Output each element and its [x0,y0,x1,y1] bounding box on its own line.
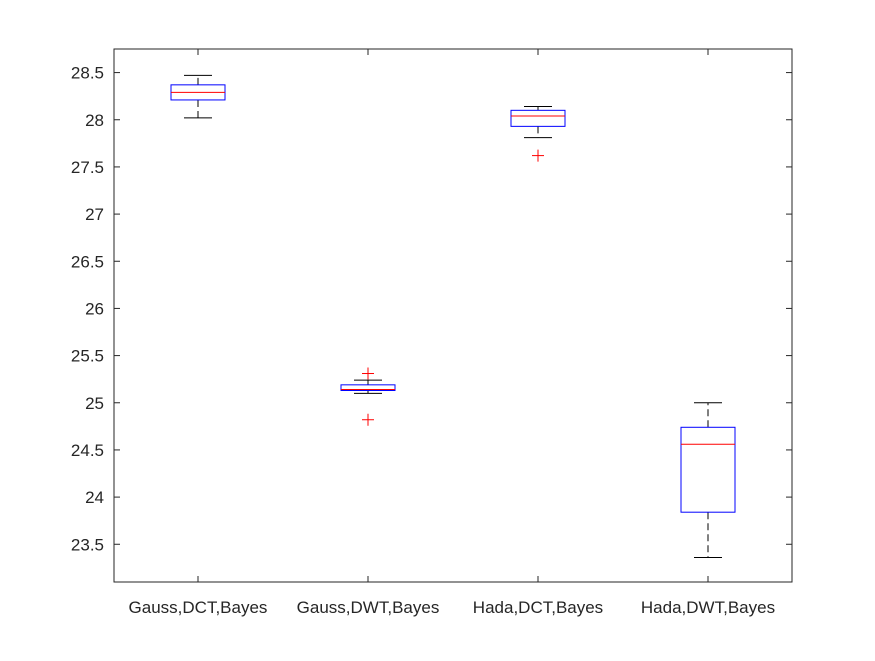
box-group [170,74,226,119]
plot-area [114,49,792,582]
boxes-layer [170,74,736,558]
outlier-marker [362,367,374,380]
axes-frame [113,48,793,583]
x-tick-label: Hada,DCT,Bayes [473,598,603,617]
y-tick-label: 24.5 [71,441,104,460]
x-tick-label: Hada,DWT,Bayes [641,598,775,617]
y-tick-label: 23.5 [71,535,104,554]
y-tick-label: 28 [85,111,104,130]
y-tick-label: 28.5 [71,64,104,83]
x-axis: Gauss,DCT,Bayes Gauss,DWT,Bayes Hada,DCT,B… [129,49,775,617]
y-axis: 23.5 24 24.5 25 25.5 26 26.5 27 27.5 28 28.5 [71,64,792,554]
outlier-marker [532,149,544,162]
box-iqr [510,109,566,127]
box-iqr [340,384,396,391]
y-tick-label: 24 [85,488,104,507]
outlier-marker [362,413,374,426]
y-tick-label: 26.5 [71,252,104,271]
y-tick-label: 25 [85,394,104,413]
y-tick-label: 27 [85,205,104,224]
y-tick-label: 25.5 [71,347,104,366]
y-tick-label: 27.5 [71,158,104,177]
x-tick-label: Gauss,DCT,Bayes [129,598,268,617]
box-group [680,402,736,558]
box-group [340,367,396,426]
box-iqr [680,426,736,513]
y-tick-label: 26 [85,299,104,318]
box-group [510,106,566,162]
x-tick-label: Gauss,DWT,Bayes [297,598,440,617]
